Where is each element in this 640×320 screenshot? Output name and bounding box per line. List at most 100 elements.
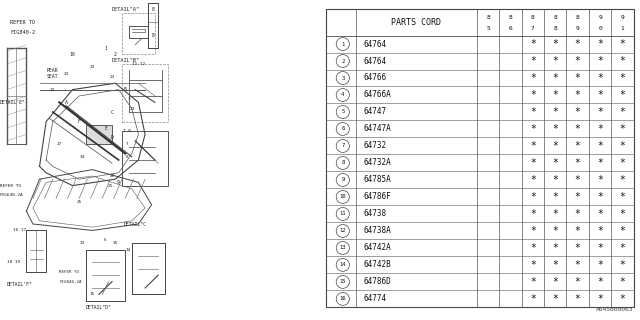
- Text: 21-: 21-: [108, 184, 116, 188]
- Text: *: *: [620, 141, 625, 151]
- Text: 12: 12: [340, 228, 346, 233]
- Text: 20: 20: [109, 174, 115, 178]
- Text: DETAIL"A": DETAIL"A": [112, 7, 140, 12]
- Bar: [122, 64, 168, 122]
- Text: *: *: [620, 209, 625, 219]
- Text: 34: 34: [80, 155, 85, 159]
- Text: *: *: [552, 277, 558, 287]
- Text: 64785A: 64785A: [364, 175, 392, 184]
- Text: *: *: [620, 73, 625, 83]
- Text: T 8: T 8: [123, 129, 131, 133]
- Text: *: *: [530, 294, 536, 304]
- Text: DETAIL'E": DETAIL'E": [0, 100, 26, 105]
- Text: 64786F: 64786F: [364, 192, 392, 202]
- Text: 10: 10: [340, 195, 346, 199]
- Text: *: *: [597, 73, 603, 83]
- Text: F: F: [77, 119, 81, 124]
- Text: 9: 9: [576, 26, 580, 31]
- Text: *: *: [530, 141, 536, 151]
- Text: 11: 11: [340, 212, 346, 216]
- Text: *: *: [530, 107, 536, 117]
- Text: 64786D: 64786D: [364, 277, 392, 286]
- Text: A: A: [65, 100, 67, 105]
- Text: *: *: [530, 243, 536, 253]
- Text: 8: 8: [125, 155, 128, 159]
- Bar: [86, 125, 112, 144]
- Text: 64766A: 64766A: [364, 91, 392, 100]
- Text: 8: 8: [152, 33, 155, 38]
- Text: B: B: [124, 87, 127, 92]
- Text: *: *: [575, 192, 580, 202]
- Text: *: *: [575, 209, 580, 219]
- Text: *: *: [597, 243, 603, 253]
- Text: D: D: [111, 135, 113, 140]
- Text: *: *: [575, 56, 580, 66]
- Text: PARTS CORD: PARTS CORD: [392, 18, 442, 27]
- Text: *: *: [597, 56, 603, 66]
- Text: *: *: [575, 175, 580, 185]
- Text: *: *: [620, 260, 625, 270]
- Text: 64738A: 64738A: [364, 227, 392, 236]
- Text: 3: 3: [127, 97, 130, 101]
- Text: E: E: [104, 125, 107, 131]
- Text: 13: 13: [340, 245, 346, 251]
- Text: *: *: [552, 107, 558, 117]
- Text: 9: 9: [621, 15, 625, 20]
- Text: *: *: [575, 226, 580, 236]
- Text: *: *: [575, 141, 580, 151]
- Text: *: *: [552, 158, 558, 168]
- Text: 64738: 64738: [364, 209, 387, 219]
- Text: *: *: [620, 39, 625, 49]
- Text: 15: 15: [340, 279, 346, 284]
- Text: *: *: [597, 226, 603, 236]
- Text: 11 12: 11 12: [132, 62, 145, 66]
- Text: 8: 8: [554, 15, 557, 20]
- Text: *: *: [597, 294, 603, 304]
- Text: *: *: [530, 226, 536, 236]
- Text: *: *: [552, 124, 558, 134]
- Text: 8: 8: [576, 15, 580, 20]
- Text: 8: 8: [531, 15, 535, 20]
- Text: 9: 9: [341, 178, 344, 182]
- Text: 3: 3: [341, 76, 344, 81]
- Text: *: *: [597, 141, 603, 151]
- Text: *: *: [530, 158, 536, 168]
- Text: 23: 23: [63, 72, 68, 76]
- Text: *: *: [575, 90, 580, 100]
- Text: 4: 4: [341, 92, 344, 98]
- Text: 14: 14: [340, 262, 346, 268]
- Text: 22: 22: [50, 88, 56, 92]
- Text: 1: 1: [104, 45, 107, 51]
- Text: 15: 15: [113, 241, 118, 245]
- Text: *: *: [620, 226, 625, 236]
- Text: 13: 13: [80, 241, 85, 245]
- Text: 64764: 64764: [364, 57, 387, 66]
- Text: A645B00063: A645B00063: [596, 307, 634, 312]
- Text: 16: 16: [340, 296, 346, 301]
- Text: *: *: [552, 175, 558, 185]
- Text: 5: 5: [341, 109, 344, 115]
- Text: *: *: [597, 192, 603, 202]
- Text: *: *: [620, 107, 625, 117]
- Text: *: *: [620, 158, 625, 168]
- Text: *: *: [620, 294, 625, 304]
- Text: 64747A: 64747A: [364, 124, 392, 133]
- Text: *: *: [597, 175, 603, 185]
- Text: *: *: [552, 260, 558, 270]
- Text: *: *: [552, 294, 558, 304]
- Text: DETAIL"D": DETAIL"D": [86, 305, 112, 310]
- Text: *: *: [530, 192, 536, 202]
- Text: *: *: [620, 277, 625, 287]
- Text: *: *: [597, 277, 603, 287]
- Text: 9: 9: [598, 15, 602, 20]
- Text: 23: 23: [129, 107, 134, 111]
- Text: 64742B: 64742B: [364, 260, 392, 269]
- Text: *: *: [597, 158, 603, 168]
- Text: 23: 23: [90, 65, 95, 69]
- Text: 64766: 64766: [364, 74, 387, 83]
- Text: *: *: [597, 209, 603, 219]
- Text: 8: 8: [486, 15, 490, 20]
- Text: 6: 6: [104, 238, 107, 242]
- Text: *: *: [597, 260, 603, 270]
- Text: 6: 6: [341, 126, 344, 132]
